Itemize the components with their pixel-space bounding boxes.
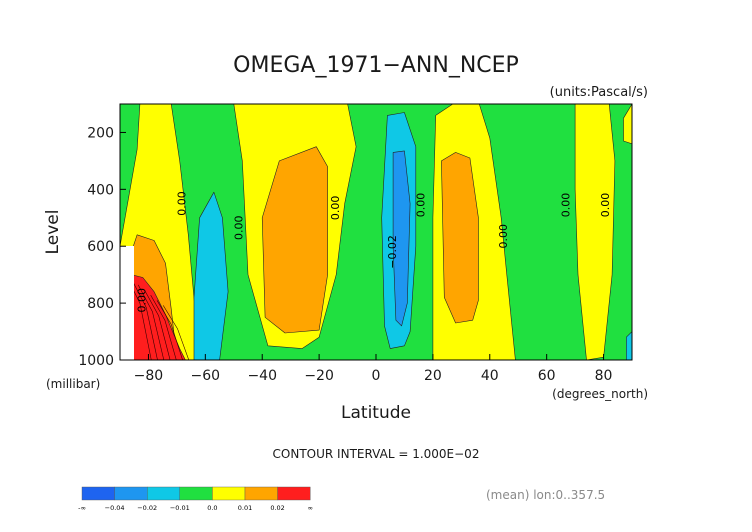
y-tick-label: 800 [87, 296, 114, 312]
contour-label-1: 0.00 [232, 215, 245, 240]
x-tick-label: 40 [481, 368, 499, 384]
colorbar-swatch [179, 486, 213, 501]
x-tick-label: −60 [191, 368, 221, 384]
y-axis: 200 400 600 800 1000 [78, 125, 126, 369]
contour-region-7 [392, 150, 411, 327]
x-axis: −80 −60 −40 −20 0 20 40 60 80 [134, 354, 613, 384]
colorbar-swatch [277, 486, 311, 501]
contour-interval-text: CONTOUR INTERVAL = 1.000E−02 [273, 447, 480, 461]
colorbar-label: −0.04 [105, 504, 125, 512]
contour-region-2 [120, 271, 186, 360]
colorbar-label: −0.02 [137, 504, 157, 512]
x-tick-label: 0 [372, 368, 381, 384]
contour-line-5 [156, 300, 183, 360]
x-tick-label: −80 [134, 368, 164, 384]
contour-line-4 [150, 294, 177, 360]
contour-label-2: 0.00 [329, 196, 342, 221]
colorbar-label: 0.0 [207, 504, 217, 512]
contour-label-8: 0.00 [136, 288, 149, 313]
colorbar-swatch [81, 486, 115, 501]
y-axis-label: Level [43, 210, 63, 255]
x-tick-label: −20 [304, 368, 334, 384]
colorbar-swatch [146, 486, 180, 501]
colorbar-label: 0.02 [270, 504, 284, 512]
colorbar-swatch [212, 486, 246, 501]
colorbar-label: -∞ [78, 504, 86, 512]
chart-title: OMEGA_1971−ANN_NCEP [233, 53, 519, 78]
contour-region-9 [441, 152, 479, 324]
colorbar-label: ∞ [307, 504, 312, 512]
contour-line-6 [162, 305, 190, 360]
x-tick-label: −40 [247, 368, 277, 384]
x-tick-label: 80 [595, 368, 613, 384]
y-tick-label: 1000 [78, 353, 114, 369]
colorbar-swatch [114, 486, 148, 501]
plot-area: 0.00 0.00 0.00 −0.02 0.00 0.00 0.00 0.00 0.00 [120, 104, 632, 360]
x-axis-label: Latitude [341, 403, 411, 423]
mean-text: (mean) lon:0..357.5 [486, 488, 605, 502]
contour-label-4: 0.00 [414, 193, 427, 218]
contour-line-1 [131, 279, 158, 360]
y-tick-label: 200 [87, 125, 114, 141]
contour-label-5: 0.00 [497, 224, 510, 249]
contour-label-6: 0.00 [559, 193, 572, 218]
x-tick-label: 20 [424, 368, 442, 384]
contour-labels: 0.00 0.00 0.00 −0.02 0.00 0.00 0.00 0.00 0.00 [136, 191, 613, 312]
y-tick-label: 400 [87, 182, 114, 198]
missing-data-patch [120, 246, 134, 360]
contour-line-3 [144, 289, 171, 360]
contour-region-12 [625, 331, 632, 360]
units-label: (units:Pascal/s) [550, 85, 648, 100]
contour-region-11 [623, 104, 632, 145]
x-unit-label: (degrees_north) [552, 387, 648, 401]
colorbar-swatch [244, 486, 278, 501]
contour-label-7: 0.00 [599, 193, 612, 218]
x-tick-label: 60 [538, 368, 556, 384]
contour-region-5 [193, 191, 229, 360]
contour-label-3: −0.02 [386, 235, 399, 269]
colorbar: -∞ −0.04 −0.02 −0.01 0.0 0.01 0.02 ∞ [78, 486, 313, 512]
contour-region-4 [261, 146, 328, 334]
y-tick-label: 600 [87, 239, 114, 255]
colorbar-label: 0.01 [238, 504, 252, 512]
contour-label-0: 0.00 [175, 191, 188, 216]
colorbar-label: −0.01 [170, 504, 190, 512]
contour-line-2 [137, 284, 165, 360]
y-unit-label: (millibar) [46, 377, 100, 391]
